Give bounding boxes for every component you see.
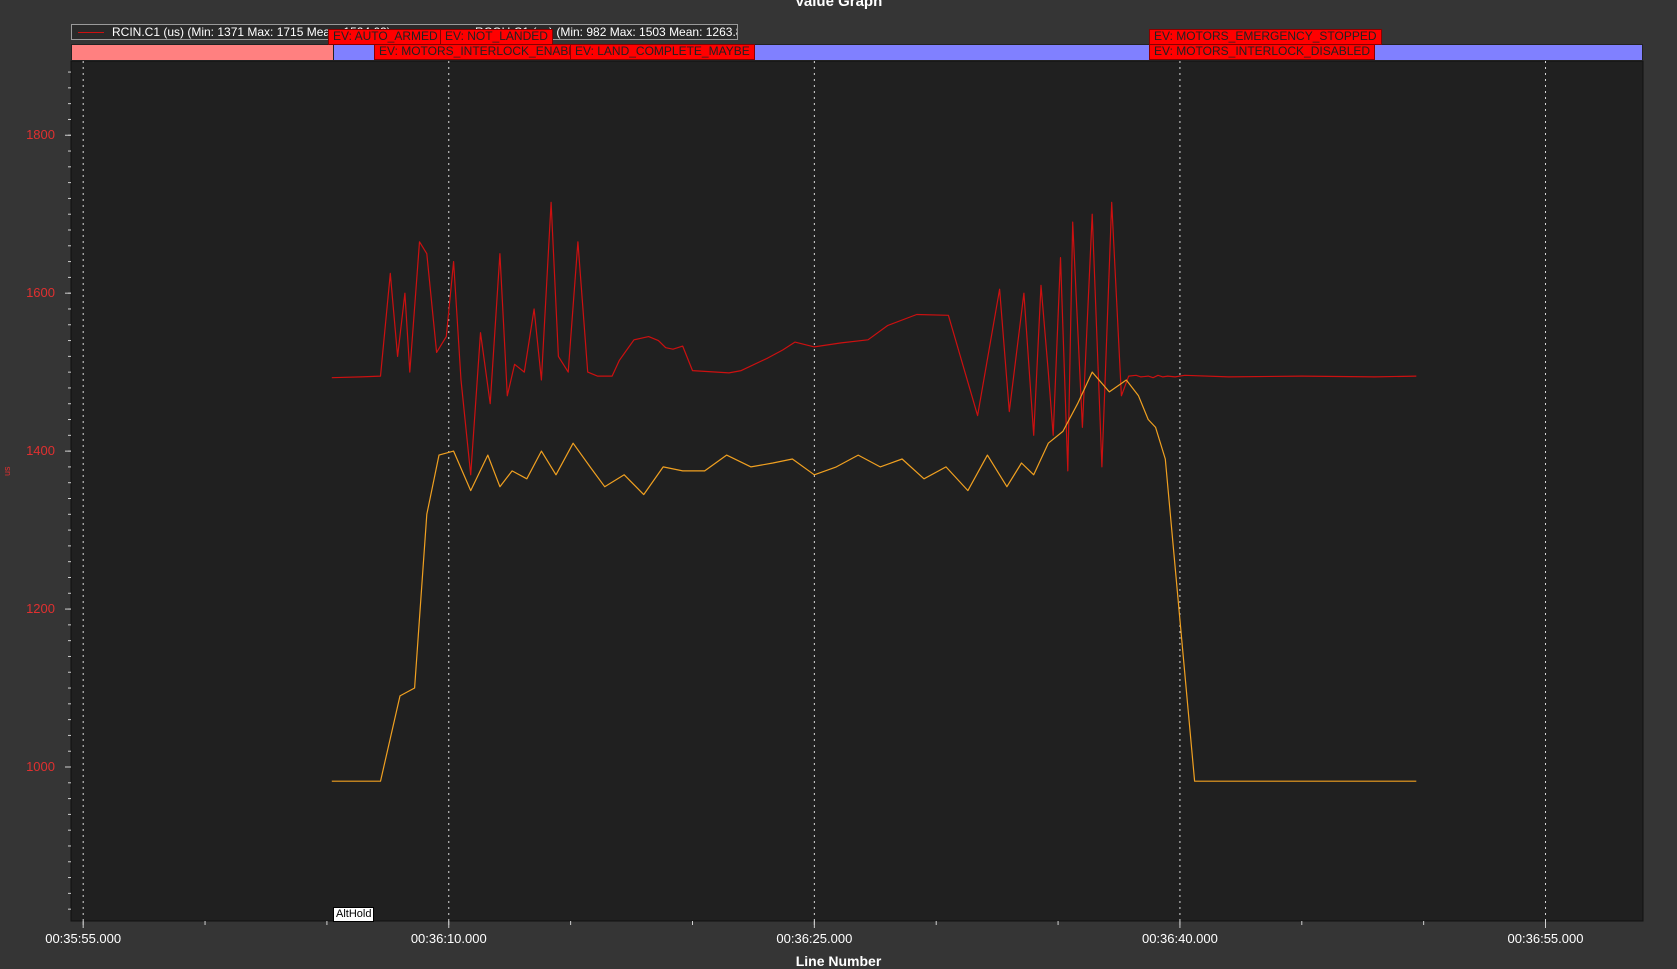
event-motors-emergency-stopped[interactable]: EV: MOTORS_EMERGENCY_STOPPED xyxy=(1149,29,1382,45)
event-auto-armed[interactable]: EV: AUTO_ARMED xyxy=(328,29,443,45)
event-land-complete-maybe[interactable]: EV: LAND_COMPLETE_MAYBE xyxy=(570,44,755,60)
series-line-rcin xyxy=(331,201,1417,476)
x-tick-label: 00:36:25.000 xyxy=(776,931,853,946)
y-tick-label: 1000 xyxy=(26,759,55,774)
y-tick-label: 1400 xyxy=(26,443,55,459)
x-tick-label: 00:36:40.000 xyxy=(1141,931,1218,946)
flight-mode-label[interactable]: AltHold xyxy=(333,907,375,922)
x-axis-title: Line Number xyxy=(795,953,882,969)
series-line-rcou xyxy=(331,371,1417,782)
y-tick-label: 1800 xyxy=(26,127,55,143)
mode-bar-disarmed xyxy=(71,44,334,61)
y-tick-label: 1600 xyxy=(26,285,55,301)
plot-area xyxy=(70,60,1644,922)
event-not-landed[interactable]: EV: NOT_LANDED xyxy=(440,29,553,45)
chart-title: Value Graph xyxy=(794,0,883,10)
legend-swatch-rcin xyxy=(78,32,104,33)
y-tick-label: 1200 xyxy=(26,601,55,617)
event-motors-interlock-disabled[interactable]: EV: MOTORS_INTERLOCK_DISABLED xyxy=(1149,44,1376,60)
x-tick-label: 00:36:10.000 xyxy=(410,931,487,946)
x-tick-label: 00:35:55.000 xyxy=(45,931,122,946)
event-motors-interlock-enabled[interactable]: EV: MOTORS_INTERLOCK_ENABLED xyxy=(374,44,597,60)
y-axis-label: us xyxy=(2,466,12,476)
x-tick-label: 00:36:55.000 xyxy=(1507,931,1584,946)
legend-entry-rcin: RCIN.C1 (us) (Min: 1371 Max: 1715 Mean: … xyxy=(112,25,391,39)
